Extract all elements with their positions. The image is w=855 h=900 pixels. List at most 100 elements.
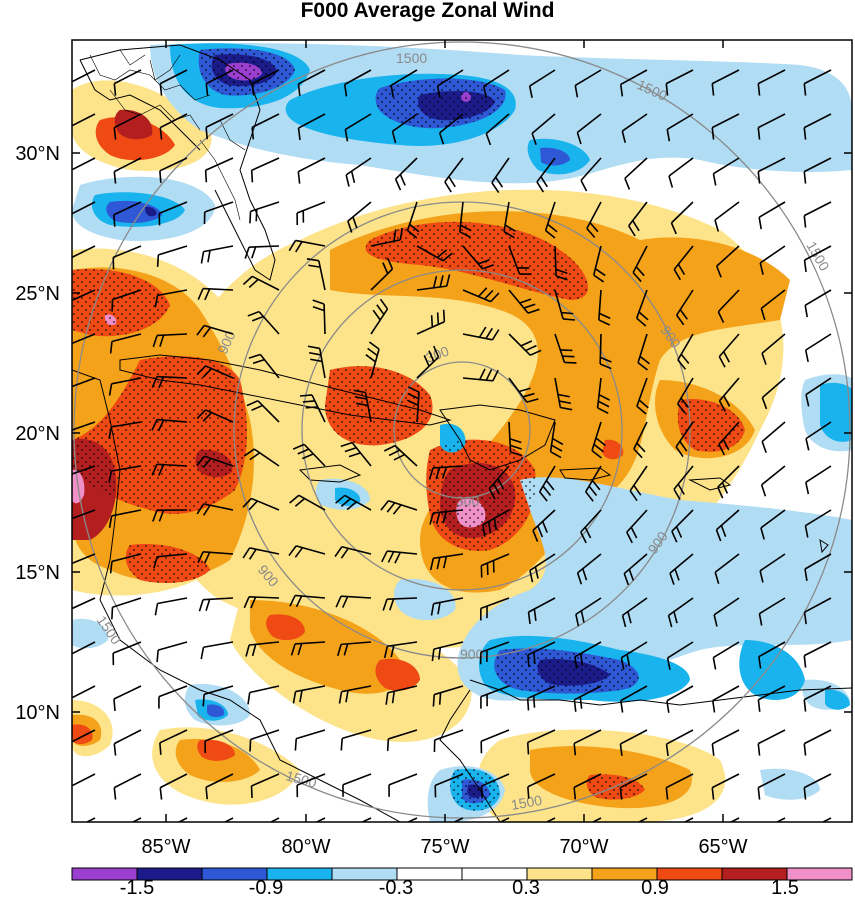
wind-barb-flag [545,229,556,239]
wind-barb-flag [394,178,402,191]
wind-barb-flag [68,259,69,271]
wind-barb-flag [670,222,677,235]
wind-barb-flag [483,289,494,300]
wind-barb [573,773,602,789]
wind-barb-flag [251,644,257,657]
wind-barb [370,308,389,335]
wind-barb-flag [666,832,667,844]
wind-barb [390,69,418,86]
wind-barb [157,553,188,558]
wind-barb-flag [550,450,562,459]
wind-barb-flag [714,219,720,232]
wind-barb [574,69,602,87]
wind-barb [113,69,142,85]
wind-barb-flag [365,354,376,363]
wind-barb [295,641,326,645]
wind-barb [668,597,694,617]
wind-barb [113,729,142,745]
wind-barb [586,201,602,229]
wind-barb-flag [114,832,115,844]
wind-barb-flag [721,482,729,494]
wind-barb [433,641,464,650]
wind-barb-flag [582,568,588,581]
wind-barb [757,69,786,85]
wind-barb-flag [758,217,762,230]
wind-barb-flag [252,358,265,365]
wind-barb-flag [711,743,715,756]
wind-barb [665,69,694,85]
wind-barb-flag [156,254,160,267]
wind-barb-flag [628,225,636,237]
colorbar-labels: -1.5 -0.9 -0.3 0.3 0.9 1.5 [120,877,799,899]
wind-barb-flag [531,133,537,145]
map-title: F000 Average Zonal Wind [300,0,555,22]
wind-barb [296,773,326,786]
wind-barb [388,729,418,740]
wind-barb [805,377,832,396]
wind-barb-flag [711,127,715,140]
wind-barb-flag [718,400,726,412]
wind-barb [488,465,510,490]
wind-barb [259,353,280,379]
wind-barb [112,289,142,301]
wind-barb-flag [340,547,349,559]
wind-barb-flag [485,369,493,381]
wind-barb-flag [387,551,395,563]
wind-barb-flag [251,315,264,322]
wind-barb-flag [159,127,163,140]
wind-barb-flag [638,311,649,321]
wind-barb-flag [526,742,530,755]
wind-barb [760,509,786,529]
wind-barb [434,773,464,787]
wind-barb-flag [448,176,456,188]
wind-barb [298,69,326,85]
wind-barb [205,365,234,379]
wind-barb [111,509,142,517]
wind-barb [406,201,418,231]
wind-barb-flag [533,608,537,622]
wind-barb [323,303,326,335]
wind-barb [670,201,694,224]
wind-barb [676,377,694,405]
wind-barb-flag [202,694,205,707]
wind-barb-flag [68,128,69,140]
wind-barb-flag [153,556,158,569]
wind-barb-flag [407,229,418,239]
wind-barb-flag [490,292,500,303]
wind-barb [626,509,648,533]
wind-barb-flag [423,354,430,367]
wind-barb-flag [390,645,395,658]
wind-barb [112,641,142,654]
wind-barb [574,641,602,658]
wind-barb-flag [519,298,532,304]
wind-barb [113,685,142,700]
wind-barb-flag [243,596,250,609]
wind-barb [251,275,280,291]
wind-barb [111,377,142,385]
wind-barb-flag [493,518,498,531]
wind-barb-flag [666,129,671,142]
wind-barb-flag [289,494,300,504]
wind-barb-flag [251,127,255,140]
wind-barb-flag [803,127,807,140]
wind-barb [713,157,740,175]
wind-barb [251,157,280,172]
wind-barb [249,685,280,694]
wind-barb-flag [336,644,342,657]
wind-barb-flag [203,551,211,564]
wind-barb-flag [202,457,212,469]
wind-barb [805,509,832,527]
wind-barb [580,157,602,181]
wind-barb [760,289,786,310]
wind-barb-flag [586,227,596,239]
wind-barb-flag [68,832,69,844]
wind-barb [159,69,188,85]
wind-barb-flag [340,738,344,751]
wind-barb [666,113,694,131]
wind-barb [619,773,648,789]
wind-barb-flag [485,327,493,339]
wind-barb-flag [344,129,349,142]
wind-barb-flag [803,171,807,184]
wind-barb-flag [803,743,807,756]
wind-barb-flag [288,240,297,252]
